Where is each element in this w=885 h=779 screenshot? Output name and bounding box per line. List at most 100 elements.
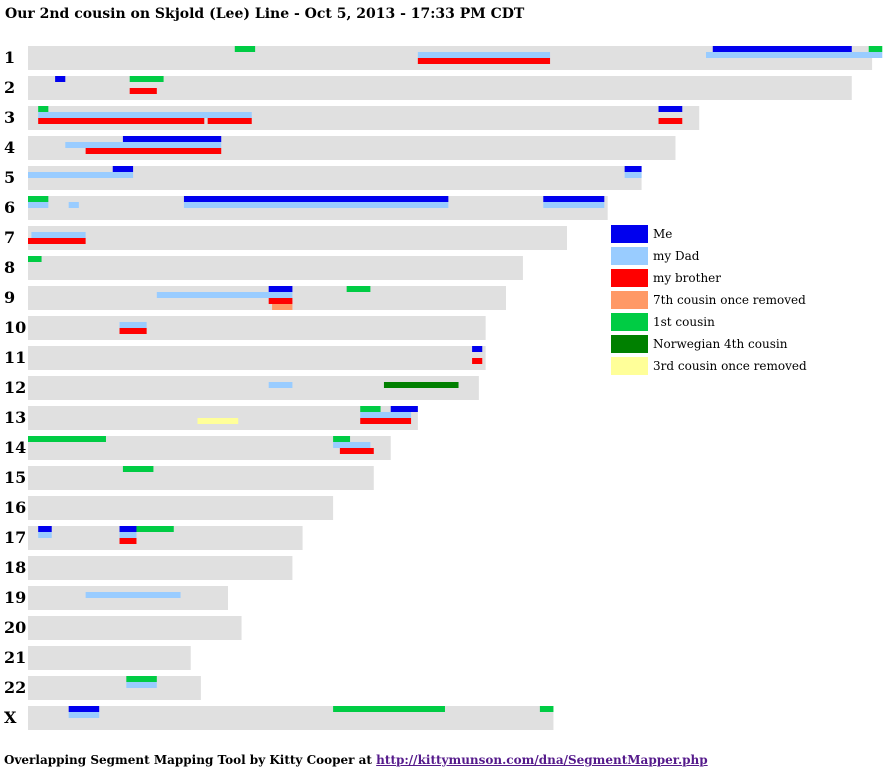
legend-label: my brother (653, 271, 722, 285)
match-segment (268, 286, 293, 292)
chromosome-label: 6 (4, 198, 15, 217)
match-segment (360, 406, 381, 412)
match-segment (55, 76, 66, 82)
chromosome-label: 14 (4, 438, 26, 457)
match-segment (122, 136, 222, 142)
match-segment (31, 232, 86, 238)
match-segment (268, 382, 293, 388)
match-segment (119, 532, 137, 538)
legend-swatch-me (611, 225, 648, 243)
chromosome-label: 1 (4, 48, 15, 67)
legend-label: my Dad (653, 249, 700, 263)
match-segment (68, 706, 100, 712)
match-segment (28, 256, 42, 262)
match-segment (156, 292, 293, 298)
chromosome-bar (28, 706, 554, 730)
match-segment (38, 532, 52, 538)
chromosome-bar (28, 556, 293, 580)
legend-label: Me (653, 227, 673, 241)
chromosome-bar (28, 496, 334, 520)
chromosome-bar (28, 76, 852, 100)
match-segment (38, 112, 252, 118)
chromosome-bar (28, 676, 201, 700)
match-segment (472, 358, 483, 364)
chromosome-label: 2 (4, 78, 15, 97)
chromosome-label: 9 (4, 288, 15, 307)
chromosome-label: 3 (4, 108, 15, 127)
chromosome-bar (28, 316, 486, 340)
match-segment (122, 466, 154, 472)
chromosome-label: 8 (4, 258, 15, 277)
match-segment (28, 202, 49, 208)
match-segment (624, 166, 642, 172)
match-segment (38, 106, 49, 112)
match-segment (706, 52, 883, 58)
match-segment (543, 202, 605, 208)
match-segment (272, 304, 293, 310)
match-segment (119, 526, 137, 532)
match-segment (360, 418, 412, 424)
match-segment (333, 436, 351, 442)
chromosome-label: 21 (4, 648, 26, 667)
footer: Overlapping Segment Mapping Tool by Kitt… (4, 753, 708, 767)
chromosome-label: 4 (4, 138, 15, 157)
match-segment (234, 46, 256, 52)
match-segment (197, 418, 239, 424)
chromosome-label: 7 (4, 228, 15, 247)
chromosome-bar (28, 346, 486, 370)
legend-swatch-3rd-cousin (611, 357, 648, 375)
match-segment (38, 526, 52, 532)
match-segment (126, 676, 157, 682)
match-segment (38, 118, 205, 124)
match-segment (868, 46, 883, 52)
match-segment (333, 706, 445, 712)
match-segment (360, 412, 412, 418)
match-segment (183, 202, 449, 208)
page-title: Our 2nd cousin on Skjold (Lee) Line - Oc… (5, 6, 525, 22)
chromosome-label: 12 (4, 378, 26, 397)
match-segment (624, 172, 642, 178)
legend-label: 1st cousin (653, 315, 715, 329)
match-segment (112, 166, 134, 172)
match-segment (417, 52, 551, 58)
match-segment (28, 436, 106, 442)
match-segment (658, 106, 683, 112)
match-segment (129, 76, 164, 82)
footer-link[interactable]: http://kittymunson.com/dna/SegmentMapper… (376, 753, 708, 767)
match-segment (28, 196, 49, 202)
match-segment (28, 238, 86, 244)
match-segment (85, 592, 181, 598)
chromosome-label: 11 (4, 348, 26, 367)
footer-text: Overlapping Segment Mapping Tool by Kitt… (4, 753, 372, 767)
chromosome-label: 15 (4, 468, 26, 487)
chromosome-label: 10 (4, 318, 26, 337)
match-segment (543, 196, 605, 202)
chromosome-bar (28, 616, 242, 640)
chromosome-label: 18 (4, 558, 26, 577)
match-segment (339, 448, 374, 454)
match-segment (85, 148, 222, 154)
chromosome-label: X (4, 708, 17, 727)
chromosome-bar (28, 646, 191, 670)
chromosome-label: 16 (4, 498, 26, 517)
chromosome-bar (28, 466, 374, 490)
match-segment (658, 118, 683, 124)
chromosome-label: 20 (4, 618, 26, 637)
match-segment (390, 406, 418, 412)
legend-swatch-norwegian-4th-cousin (611, 335, 648, 353)
legend-label: 7th cousin once removed (653, 293, 806, 307)
match-segment (417, 58, 551, 64)
match-segment (68, 712, 100, 718)
chromosome-bar (28, 256, 523, 280)
match-segment (119, 328, 147, 334)
legend-label: Norwegian 4th cousin (653, 337, 788, 351)
match-segment (333, 442, 371, 448)
match-segment (129, 88, 157, 94)
match-segment (268, 298, 293, 304)
match-segment (383, 382, 459, 388)
match-segment (183, 196, 449, 202)
legend-swatch-brother (611, 269, 648, 287)
legend-swatch-7th-cousin (611, 291, 648, 309)
chromosome-bar (28, 226, 568, 250)
match-segment (136, 526, 174, 532)
